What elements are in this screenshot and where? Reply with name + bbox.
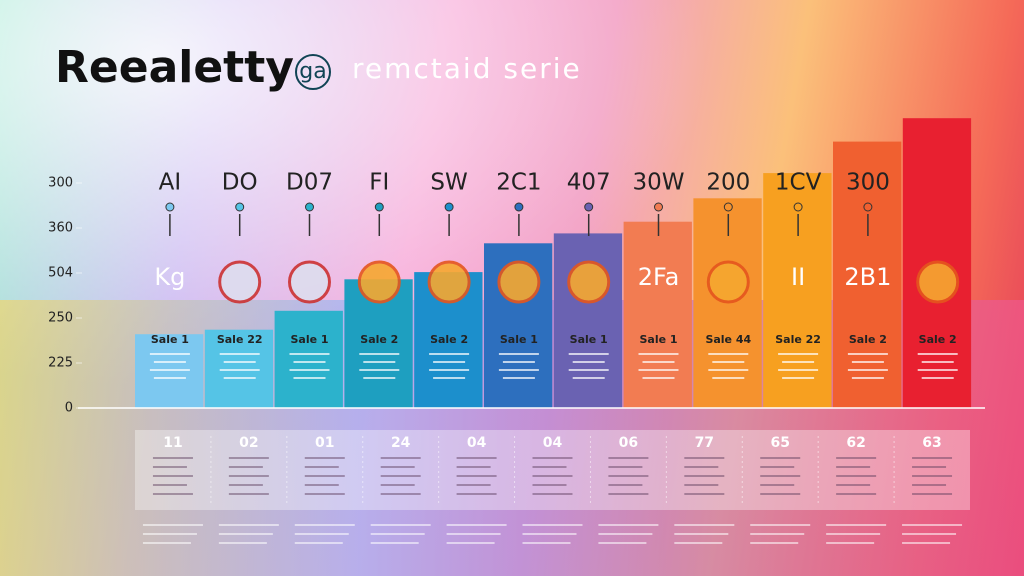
logo-ring: [295, 54, 331, 90]
bar-text: 2Fa: [638, 263, 680, 291]
table-value: 77: [695, 435, 714, 451]
subtitle: remctaid serie: [352, 52, 582, 85]
bar-label: Sale 1: [570, 333, 608, 346]
y-tick-label: 300: [48, 176, 73, 191]
category-label: D07: [286, 170, 333, 196]
pin: [584, 202, 594, 212]
category-label: 30W: [632, 170, 684, 196]
y-tick-label: 0: [65, 401, 73, 416]
bar: [274, 310, 343, 408]
bar-label: Sale 2: [360, 333, 398, 346]
bar: [553, 233, 623, 408]
bar-label: Sale 2: [430, 333, 468, 346]
bar-label: Sale 22: [775, 333, 821, 346]
bar-icon: [427, 260, 471, 304]
bar: [763, 173, 832, 408]
pin: [235, 202, 245, 212]
pin: [444, 202, 454, 212]
y-tick-label: 360: [48, 221, 73, 236]
pin: [723, 202, 733, 212]
table-panel: [135, 430, 970, 510]
bar-icon: [497, 260, 541, 304]
bar-label: Sale 2: [849, 333, 887, 346]
bar-label: Sale 1: [639, 333, 677, 346]
chart-title: Reealetty: [55, 42, 294, 93]
table-value: 04: [543, 435, 563, 451]
category-label: FI: [369, 170, 389, 196]
pin: [863, 202, 873, 212]
category-label: 2C1: [496, 170, 541, 196]
bar-icon: [567, 260, 611, 304]
category-label: 1CV: [775, 170, 822, 196]
bar: [135, 334, 204, 408]
table-value: 62: [846, 435, 865, 451]
y-tick-label: 250: [48, 311, 73, 326]
pin: [374, 202, 384, 212]
bar-icon: [916, 260, 960, 304]
bar-text: Kg: [154, 263, 185, 291]
table-value: 63: [922, 435, 941, 451]
category-label: 200: [706, 170, 750, 196]
table-value: 11: [163, 435, 182, 451]
bar-icon: [706, 260, 750, 304]
table-value: 06: [619, 435, 638, 451]
bar-icon: [218, 260, 262, 304]
category-label: DO: [222, 170, 258, 196]
bar-label: Sale 2: [919, 333, 957, 346]
category-label: AI: [159, 170, 182, 196]
logo: ga: [299, 59, 326, 84]
bar-icon: [357, 260, 401, 304]
table-value: 04: [467, 435, 487, 451]
table-value: 01: [315, 435, 334, 451]
bar-label: Sale 1: [500, 333, 538, 346]
bar-text: II: [791, 263, 805, 291]
y-tick-label: 225: [48, 356, 73, 371]
bar-label: Sale 22: [217, 333, 263, 346]
bar-label: Sale 1: [151, 333, 189, 346]
table-value: 65: [770, 435, 789, 451]
bar-label: Sale 44: [705, 333, 751, 346]
bar: [623, 221, 692, 408]
pin: [514, 202, 524, 212]
pin: [654, 202, 663, 212]
category-label: 300: [846, 170, 890, 196]
pin: [165, 202, 175, 212]
bar: [833, 141, 902, 408]
category-label: 407: [567, 170, 611, 196]
y-tick-label: 504: [48, 266, 73, 281]
bar: [204, 329, 274, 408]
table-value: 24: [391, 435, 411, 451]
pin: [793, 202, 803, 212]
category-label: SW: [430, 170, 467, 196]
bar-text: 2B1: [844, 263, 891, 291]
bar-label: Sale 1: [290, 333, 328, 346]
bar-icon: [288, 260, 331, 304]
pin: [305, 202, 314, 212]
table-value: 02: [239, 435, 258, 451]
